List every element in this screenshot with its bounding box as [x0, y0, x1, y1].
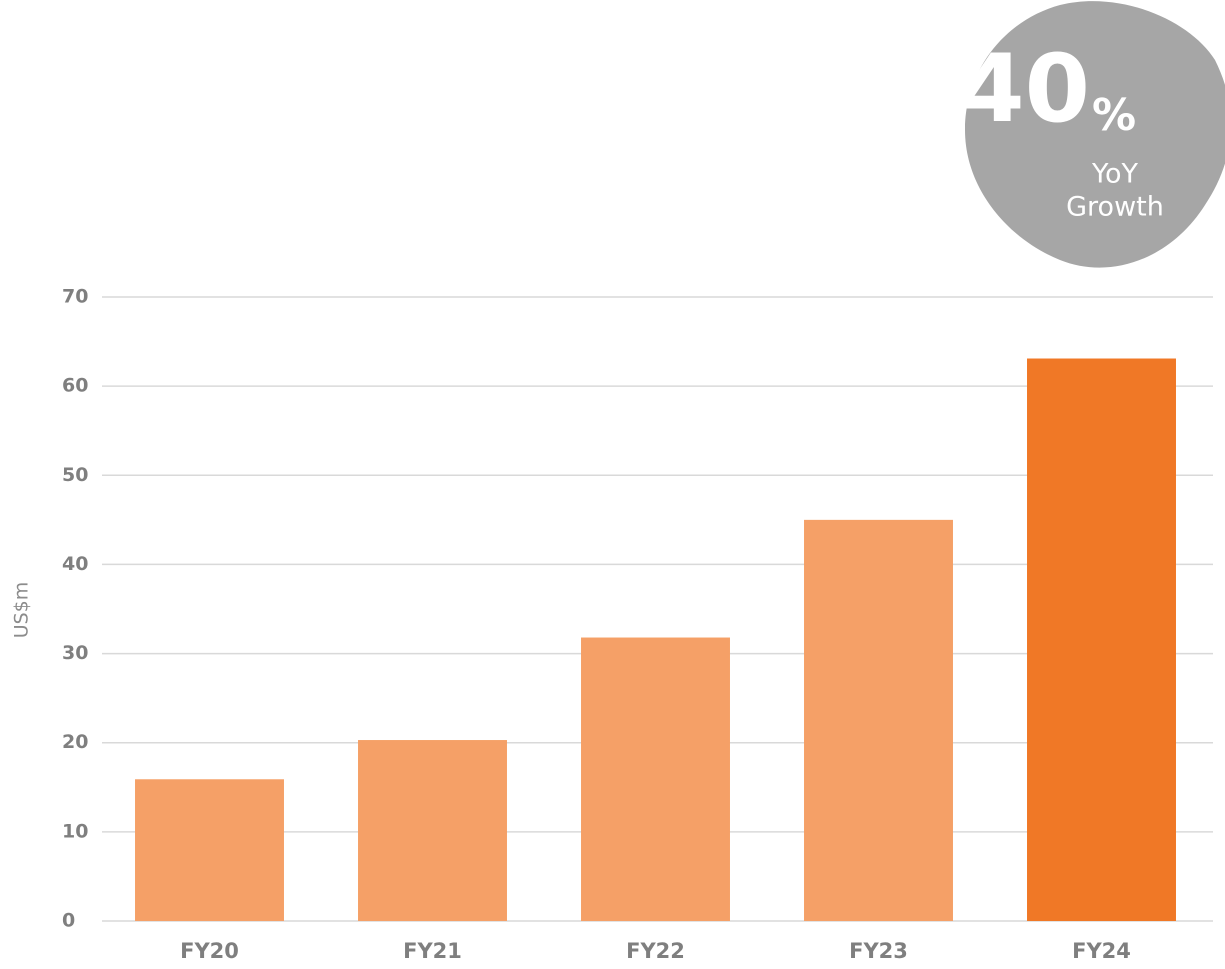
y-tick-label: 70 — [62, 286, 88, 308]
badge — [965, 1, 1225, 268]
y-tick-label: 10 — [62, 820, 88, 842]
badge-unit: % — [1092, 90, 1136, 141]
y-axis-label: US$m — [11, 582, 33, 639]
bar — [581, 637, 730, 921]
bar — [1027, 358, 1176, 922]
bar — [135, 779, 284, 921]
bar — [358, 740, 507, 921]
y-tick-label: 50 — [62, 464, 88, 486]
badge-value: 40 — [959, 35, 1090, 144]
badge-text: YoY — [1091, 159, 1138, 190]
y-tick-label: 0 — [62, 910, 75, 932]
x-tick-label: FY23 — [849, 939, 908, 963]
y-tick-label: 20 — [62, 731, 88, 753]
y-tick-label: 30 — [62, 642, 88, 664]
y-tick-label: 60 — [62, 375, 88, 397]
x-tick-label: FY22 — [626, 939, 685, 963]
badge-text: Growth — [1066, 192, 1164, 223]
x-tick-label: FY24 — [1072, 939, 1131, 963]
x-tick-label: FY21 — [403, 939, 462, 963]
y-tick-label: 40 — [62, 553, 88, 575]
bar — [804, 519, 953, 921]
x-tick-label: FY20 — [180, 939, 239, 963]
